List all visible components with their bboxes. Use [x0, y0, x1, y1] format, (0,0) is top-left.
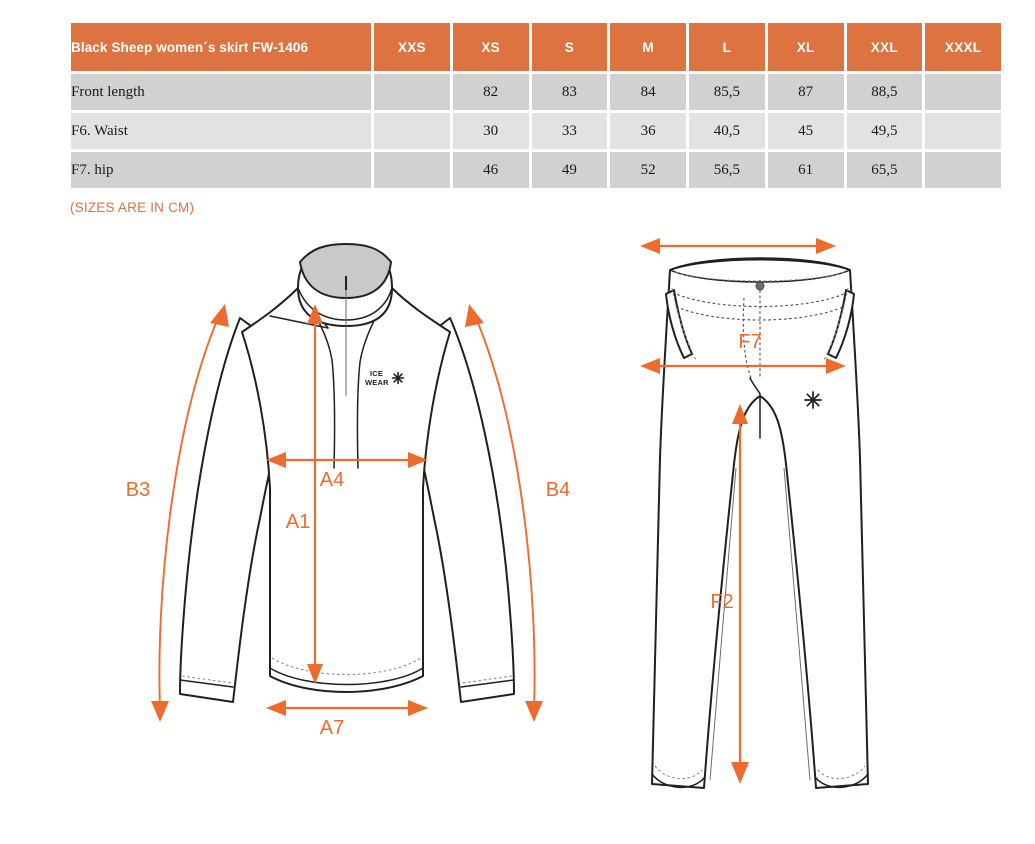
size-chart-table-container: Black Sheep women´s skirt FW-1406 XXS XS… — [68, 20, 1004, 191]
size-header-s: S — [531, 23, 608, 71]
size-header-xxs: XXS — [374, 23, 450, 71]
cell-waist-xxxl — [925, 113, 1001, 149]
cell-waist-xxs — [374, 113, 450, 149]
cell-front-length-m: 84 — [610, 74, 686, 110]
size-header-m: M — [610, 23, 686, 71]
cell-hip-xxs — [374, 152, 450, 188]
measurement-label-f7: F7 — [738, 331, 761, 353]
product-title-header: Black Sheep women´s skirt FW-1406 — [71, 23, 371, 71]
cell-waist-m: 36 — [610, 113, 686, 149]
measurement-b3: B3 — [126, 304, 229, 722]
measurement-label-f6: F6 — [726, 228, 749, 231]
row-label-front-length: Front length — [71, 74, 371, 110]
table-header: Black Sheep women´s skirt FW-1406 XXS XS… — [71, 23, 1001, 71]
measurement-label-a7: A7 — [320, 717, 344, 739]
measurement-label-a4: A4 — [320, 469, 344, 491]
measurement-a7: A7 — [266, 700, 428, 739]
jacket-figure: ICE WEAR A4 — [120, 228, 600, 758]
cell-waist-xs: 30 — [452, 113, 529, 149]
measurement-f7: F7 — [640, 331, 846, 374]
measurement-a1: A1 — [286, 304, 323, 684]
row-label-hip: F7. hip — [71, 152, 371, 188]
measurement-a4: A4 — [266, 452, 428, 491]
technical-drawings-area: ICE WEAR A4 — [0, 228, 1035, 844]
measurement-label-b3: B3 — [126, 479, 150, 501]
cell-front-length-xxl: 88,5 — [846, 74, 923, 110]
cell-waist-xl: 45 — [767, 113, 844, 149]
waist-button-icon — [755, 281, 765, 291]
cell-front-length-xs: 82 — [452, 74, 529, 110]
cell-hip-xxxl — [925, 152, 1001, 188]
table-body: Front length 82 83 84 85,5 87 88,5 F6. W… — [71, 74, 1001, 188]
table-row: F7. hip 46 49 52 56,5 61 65,5 — [71, 152, 1001, 188]
cell-waist-xxl: 49,5 — [846, 113, 923, 149]
cell-front-length-s: 83 — [531, 74, 608, 110]
cell-front-length-xxxl — [925, 74, 1001, 110]
sizes-unit-note: (SIZES ARE IN CM) — [70, 200, 195, 215]
measurement-b4: B4 — [465, 304, 570, 722]
snowflake-icon — [804, 391, 822, 409]
cell-hip-m: 52 — [610, 152, 686, 188]
measurement-f6: F6 — [640, 228, 836, 254]
cell-hip-s: 49 — [531, 152, 608, 188]
measurement-label-b4: B4 — [546, 479, 570, 501]
row-label-waist: F6. Waist — [71, 113, 371, 149]
cell-waist-l: 40,5 — [689, 113, 765, 149]
cell-front-length-xxs — [374, 74, 450, 110]
cell-hip-xl: 61 — [767, 152, 844, 188]
table-row: F6. Waist 30 33 36 40,5 45 49,5 — [71, 113, 1001, 149]
size-header-xxxl: XXXL — [925, 23, 1001, 71]
measurement-f2: F2 — [710, 404, 749, 784]
measurement-label-a1: A1 — [286, 511, 310, 533]
pants-figure: F6 F7 F2 — [610, 228, 910, 828]
table-row: Front length 82 83 84 85,5 87 88,5 — [71, 74, 1001, 110]
snowflake-icon — [391, 371, 405, 385]
size-header-xxl: XXL — [846, 23, 923, 71]
size-header-xs: XS — [452, 23, 529, 71]
jacket-brand-line2: WEAR — [365, 378, 389, 387]
measurement-label-f2: F2 — [710, 591, 733, 613]
size-chart-table: Black Sheep women´s skirt FW-1406 XXS XS… — [68, 20, 1004, 191]
size-header-xl: XL — [767, 23, 844, 71]
jacket-brand-line1: ICE — [370, 369, 383, 378]
cell-front-length-l: 85,5 — [689, 74, 765, 110]
cell-hip-l: 56,5 — [689, 152, 765, 188]
cell-hip-xxl: 65,5 — [846, 152, 923, 188]
cell-waist-s: 33 — [531, 113, 608, 149]
table-header-row: Black Sheep women´s skirt FW-1406 XXS XS… — [71, 23, 1001, 71]
cell-front-length-xl: 87 — [767, 74, 844, 110]
cell-hip-xs: 46 — [452, 152, 529, 188]
size-header-l: L — [689, 23, 765, 71]
